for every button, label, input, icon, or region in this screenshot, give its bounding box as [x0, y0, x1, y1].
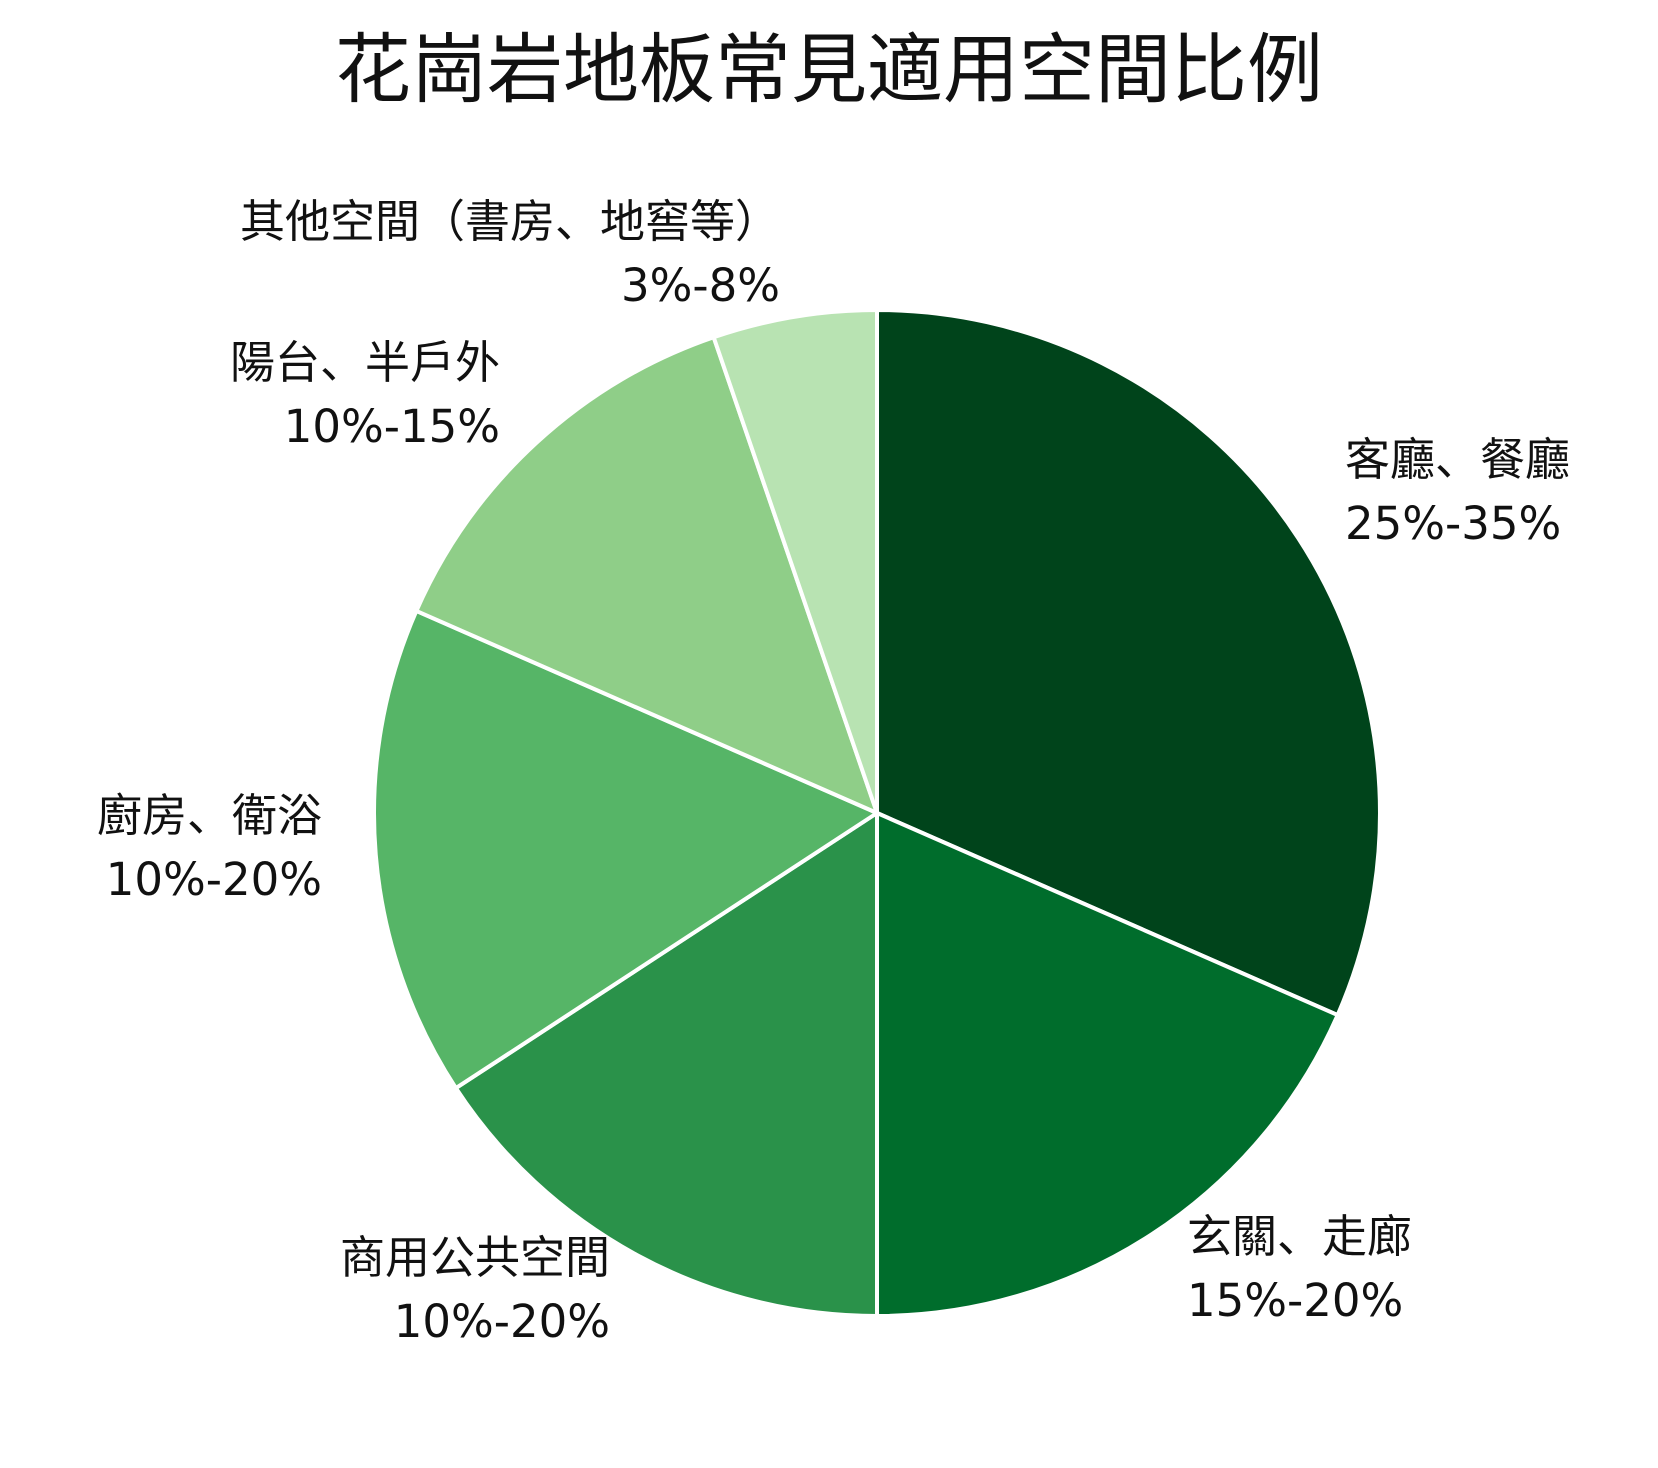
pie-slice-4 — [414, 335, 879, 815]
slice-label-balcony-semi-outdoor: 陽台、半戶外 10%-15% — [230, 331, 500, 459]
slice-label-range: 10%-15% — [283, 400, 500, 453]
slice-label-range: 25%-35% — [1345, 497, 1562, 550]
pie-slice-3 — [372, 608, 879, 1091]
pie-slices — [372, 308, 1382, 1318]
slice-label-range: 3%-8% — [620, 259, 780, 312]
slice-label-name: 廚房、衛浴 — [96, 789, 322, 842]
pie-slice-2 — [453, 811, 879, 1318]
slice-label-name: 其他空間（書房、地窖等） — [239, 195, 780, 248]
slice-label-name: 商用公共空間 — [339, 1231, 610, 1284]
slice-label-range: 15%-20% — [1187, 1274, 1404, 1327]
pie-slice-5 — [711, 308, 879, 815]
slice-label-living-dining: 客廳、餐廳 25%-35% — [1345, 428, 1570, 556]
slice-label-name: 客廳、餐廳 — [1345, 433, 1571, 486]
slice-label-entrance-hallway: 玄關、走廊 15%-20% — [1187, 1205, 1412, 1333]
slice-label-kitchen-bathroom: 廚房、衛浴 10%-20% — [97, 784, 322, 912]
slice-label-other-spaces: 其他空間（書房、地窖等） 3%-8% — [240, 190, 780, 318]
slice-label-name: 陽台、半戶外 — [229, 336, 500, 389]
chart-title: 花崗岩地板常見適用空間比例 — [335, 25, 1323, 114]
pie-slice-1 — [875, 811, 1340, 1318]
slice-label-commercial-public: 商用公共空間 10%-20% — [340, 1226, 610, 1354]
slice-label-range: 10%-20% — [393, 1295, 610, 1348]
slice-label-name: 玄關、走廊 — [1187, 1210, 1413, 1263]
pie-slice-0 — [875, 308, 1382, 1018]
slice-label-range: 10%-20% — [105, 853, 322, 906]
